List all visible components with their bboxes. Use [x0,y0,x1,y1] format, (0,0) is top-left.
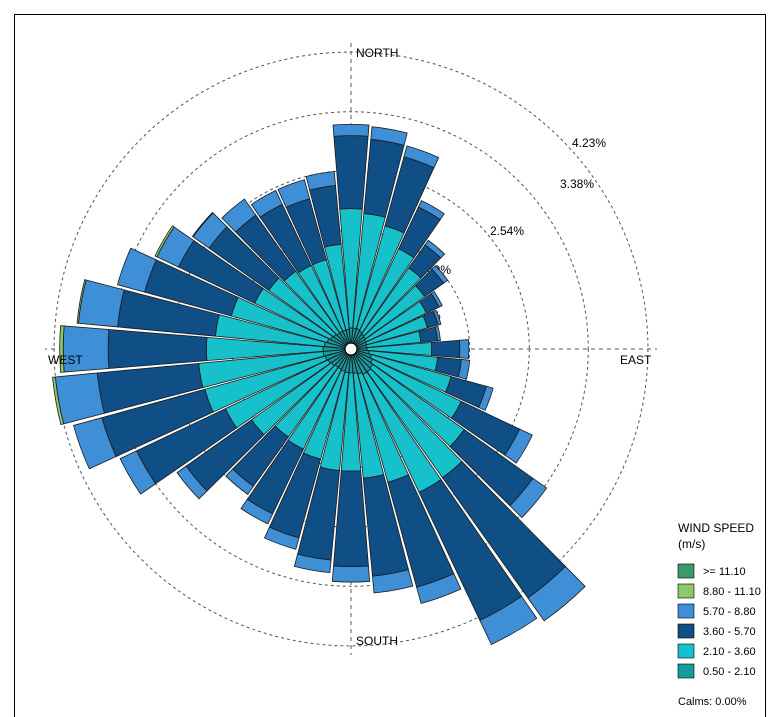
petal-segment [434,325,441,342]
legend-swatch [677,603,695,619]
petal-segment [332,123,370,137]
petal-segment [333,470,369,568]
petal-segment [478,385,494,411]
petal-segment [52,376,65,426]
petal-segment [424,239,446,259]
petal-segment [305,171,336,191]
legend-swatch [677,663,695,679]
petal-segment [504,428,533,464]
petal-segment [457,359,471,380]
petal-segment [331,565,371,583]
legend-label: 2.10 - 3.60 [703,646,756,658]
petal-segment [76,279,87,324]
petal-segment [240,498,274,525]
east-label: EAST [620,353,652,367]
petal-segment [372,569,414,594]
petal-segment [54,372,105,425]
north-label: NORTH [356,46,398,60]
petal-segment [459,339,470,359]
petal-segment [119,450,157,495]
legend-label: 5.70 - 8.80 [703,606,756,618]
petal-segment [277,179,311,208]
petal-segment [430,291,443,308]
calms-label: Calms: 0.00% [678,696,747,708]
legend-subtitle: (m/s) [678,537,705,551]
legend-swatch [677,623,695,639]
petal-segment [221,198,257,233]
petal-segment [527,565,586,622]
petal-segment [154,225,175,258]
petal-segment [293,553,332,574]
petal-segment [117,247,157,293]
petal-segment [77,279,125,328]
petal-segment [416,573,462,604]
petal-segment [403,145,440,169]
petal-segment [176,465,208,500]
petal-segment [107,329,208,369]
wind-petals [52,123,586,646]
petal-segment [417,200,445,221]
petal-segment [432,309,442,326]
legend-items: >= 11.10 8.80 - 11.10 5.70 - 8.80 3.60 - 5.… [677,563,761,679]
petal-segment [370,126,408,146]
petal-segment [59,325,65,373]
legend: WIND SPEED (m/s) >= 11.10 8.80 - 11.10 5.7… [677,521,761,708]
legend-swatch [677,643,695,659]
legend-label: >= 11.10 [703,566,746,578]
petal-segment [73,417,117,470]
petal-segment [250,189,283,218]
legend-label: 8.80 - 11.10 [703,586,761,598]
west-label: WEST [48,353,83,367]
petal-segment [225,468,254,495]
legend-label: 0.50 - 2.10 [703,666,756,678]
ring-label: 4.23% [572,136,606,150]
petal-segment [431,265,449,284]
petal-segment [431,339,461,359]
legend-swatch [677,563,695,579]
petal-segment [263,526,300,550]
legend-swatch [677,583,695,599]
petal-segment [191,211,214,238]
south-label: SOUTH [356,634,398,648]
legend-title: WIND SPEED [678,521,754,535]
petal-segment [509,477,548,519]
petal-segment [333,135,369,210]
ring-label: 3.38% [560,177,594,191]
legend-label: 3.60 - 5.70 [703,626,756,638]
center-hole [344,342,358,356]
petal-segment [479,595,538,646]
ring-label: 2.54% [490,224,524,238]
